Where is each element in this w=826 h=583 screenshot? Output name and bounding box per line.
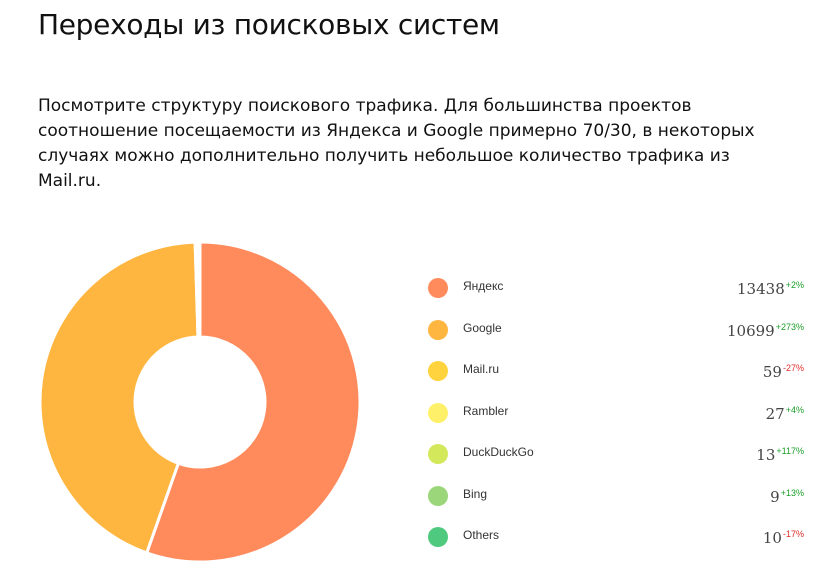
legend-value: 10699+273% — [727, 321, 804, 340]
legend-change-percent: -17% — [782, 529, 804, 539]
legend-item[interactable]: Mail.ru 59-27% — [424, 350, 804, 392]
legend-item[interactable]: Others 10-17% — [424, 516, 804, 558]
legend-label: Others — [463, 528, 500, 542]
legend-color-dot — [428, 444, 448, 464]
legend-color-dot — [428, 527, 448, 547]
legend-color-dot — [428, 485, 448, 506]
legend-label: Google — [463, 320, 502, 335]
legend-item[interactable]: Bing 9+13% — [424, 475, 804, 517]
legend-label: Rambler — [463, 403, 509, 418]
legend-item[interactable]: Rambler 27+4% — [424, 392, 804, 434]
legend-label: Mail.ru — [463, 362, 500, 376]
legend-change-percent: +2% — [785, 280, 804, 290]
legend-label: Bing — [463, 486, 488, 501]
legend-item[interactable]: Яндекс 13438+2% — [424, 267, 804, 309]
donut-chart — [38, 240, 362, 564]
page-description: Посмотрите структуру поискового трафика.… — [38, 96, 755, 191]
legend-value-number: 59 — [762, 363, 782, 381]
legend-value: 9+13% — [770, 487, 804, 506]
legend-change-percent: +273% — [775, 321, 804, 332]
legend-item[interactable]: Google 10699+273% — [424, 309, 804, 351]
legend-value: 27+4% — [766, 404, 804, 423]
legend-value: 13438+2% — [737, 279, 804, 298]
legend-value-number: 13438 — [737, 280, 785, 298]
donut-slice-google[interactable] — [38, 240, 200, 555]
legend-value: 13+117% — [756, 445, 804, 464]
legend-color-dot — [428, 319, 448, 340]
legend-change-percent: +4% — [785, 404, 804, 415]
legend-item[interactable]: DuckDuckGo 13+117% — [424, 433, 804, 475]
legend-value: 10-17% — [763, 528, 804, 547]
legend-label: DuckDuckGo — [463, 445, 534, 459]
legend-change-percent: -27% — [782, 363, 804, 373]
page-title: Переходы из поисковых систем — [38, 8, 500, 41]
legend-value-number: 10699 — [727, 321, 775, 340]
chart-legend: Яндекс 13438+2% Google 10699+273% Mail.ru 59-… — [424, 267, 804, 558]
legend-value: 59-27% — [763, 362, 804, 381]
legend-value-number: 10 — [762, 529, 782, 547]
legend-value-number: 9 — [770, 487, 780, 506]
legend-change-percent: +117% — [776, 446, 804, 456]
legend-label: Яндекс — [463, 279, 504, 293]
legend-color-dot — [428, 278, 448, 298]
legend-value-number: 27 — [765, 404, 785, 423]
legend-change-percent: +13% — [780, 487, 804, 498]
legend-color-dot — [428, 402, 448, 423]
legend-color-dot — [428, 361, 448, 381]
legend-value-number: 13 — [756, 446, 776, 464]
